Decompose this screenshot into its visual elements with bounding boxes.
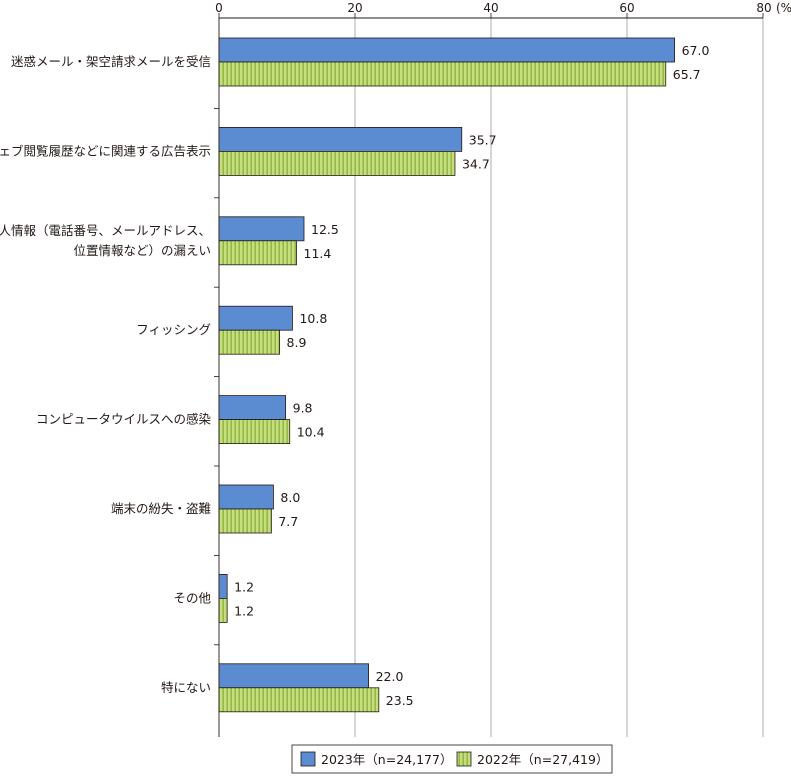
x-tick-label: 20: [347, 1, 362, 15]
data-label: 1.2: [234, 603, 254, 618]
data-label: 8.9: [287, 335, 307, 350]
data-label: 10.4: [297, 425, 325, 440]
data-label: 67.0: [682, 43, 710, 58]
axes: [214, 13, 764, 737]
bar-2023: [218, 37, 676, 63]
data-label: 10.8: [299, 311, 327, 326]
bar-2023: [218, 663, 370, 689]
bar-2022: [218, 419, 291, 445]
category-label: 端末の紛失・盗難: [111, 501, 211, 516]
category-label: フィッシング: [136, 322, 211, 337]
bar-2023: [218, 484, 274, 510]
bar-2023: [218, 395, 287, 421]
category-label: 迷惑メール・架空請求メールを受信: [11, 54, 211, 69]
legend-label-2023: 2023年（n=24,177）: [321, 752, 452, 767]
category-label: 個人情報（電話番号、メールアドレス、: [0, 223, 211, 238]
bar-2022: [218, 598, 228, 623]
data-labels: 67.0 65.7 35.7 34.7 12.5 11.4 10.8 8.9 9.8 10.4 8.…: [234, 43, 709, 708]
bar-2022: [218, 240, 297, 266]
data-label: 1.2: [234, 579, 254, 594]
category-label: コンピュータウイルスへの感染: [36, 412, 212, 427]
bar-2023: [218, 216, 305, 242]
data-label: 35.7: [469, 132, 497, 147]
data-label: 34.7: [462, 156, 490, 171]
category-labels: 迷惑メール・架空請求メールを受信ウェブ閲覧履歴などに関連する広告表示個人情報（電…: [0, 54, 211, 695]
bar-2022: [218, 150, 456, 176]
bar-2022: [218, 329, 280, 355]
category-label: ウェブ閲覧履歴などに関連する広告表示: [0, 143, 211, 158]
data-label: 22.0: [376, 669, 404, 684]
legend-swatch-2023: [300, 751, 316, 767]
bar-2023: [218, 574, 228, 599]
bar-2022: [218, 508, 272, 534]
bar-2023: [218, 127, 463, 152]
data-label: 12.5: [311, 222, 339, 237]
x-tick-labels: 0 20 40 60 80 (%): [215, 1, 791, 15]
legend-swatch-2022: [456, 751, 472, 767]
data-label: 11.4: [304, 246, 332, 261]
x-tick-label: 80: [756, 1, 771, 15]
bar-2022: [218, 61, 667, 87]
legend-label-2022: 2022年（n=27,419）: [477, 752, 608, 767]
data-label: 7.7: [278, 514, 298, 529]
x-tick-label: 0: [215, 1, 223, 15]
data-label: 23.5: [386, 693, 414, 708]
x-tick-label: 40: [483, 1, 498, 15]
data-label: 65.7: [673, 67, 701, 82]
bars: [218, 37, 676, 713]
category-label: 特にない: [161, 680, 211, 695]
category-label: 位置情報など）の漏えい: [73, 243, 211, 258]
data-label: 9.8: [293, 401, 313, 416]
x-tick-label: 60: [619, 1, 634, 15]
bar-2022: [218, 687, 380, 713]
legend-box: [291, 744, 613, 774]
x-unit-label: (%): [776, 1, 791, 15]
bar-2023: [218, 305, 293, 331]
data-label: 8.0: [280, 490, 300, 505]
gridlines: [354, 18, 764, 737]
category-label: その他: [173, 590, 211, 605]
legend: 2023年（n=24,177） 2022年（n=27,419）: [291, 744, 613, 774]
